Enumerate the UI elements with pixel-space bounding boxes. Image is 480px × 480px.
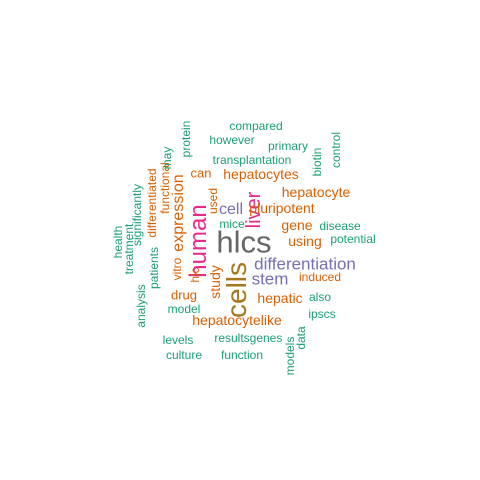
word-also: also <box>308 290 332 304</box>
word-hepatocytelike: hepatocytelike <box>192 312 282 328</box>
word-model: model <box>167 302 201 316</box>
word-primary: primary <box>267 139 309 153</box>
word-protein: protein <box>179 120 193 158</box>
word-vitro: vitro <box>170 257 184 281</box>
word-may: may <box>160 146 174 170</box>
word-potential: potential <box>330 232 376 246</box>
word-study: study <box>207 265 223 299</box>
word-function: function <box>220 348 264 362</box>
word-hepatic: hepatic <box>257 290 303 306</box>
word-models: models <box>283 336 297 376</box>
word-results: results <box>214 331 250 345</box>
word-differentiation: differentiation <box>254 254 356 274</box>
word-levels: levels <box>162 333 194 347</box>
word-disease: disease <box>319 219 361 233</box>
word-expression: expression <box>170 174 187 252</box>
word-treatment: treatment <box>122 223 136 275</box>
word-patients: patients <box>147 246 161 290</box>
word-induced: induced <box>298 270 342 284</box>
word-ipscs: ipscs <box>308 307 336 321</box>
word-however: however <box>209 133 255 147</box>
word-cell: cell <box>218 201 244 218</box>
word-drug: drug <box>170 287 198 303</box>
word-pluripotent: pluripotent <box>249 200 315 216</box>
word-used: used <box>206 187 220 215</box>
word-culture: culture <box>165 348 203 362</box>
word-mice: mice <box>219 217 245 231</box>
word-control: control <box>329 131 343 169</box>
word-transplantation: transplantation <box>212 153 292 167</box>
word-hlcs: hlcs <box>216 224 272 260</box>
word-biotin: biotin <box>310 147 324 177</box>
word-cells: cells <box>221 261 252 319</box>
word-compared: compared <box>229 119 283 133</box>
word-using: using <box>288 233 322 249</box>
word-gene: gene <box>281 217 313 233</box>
word-genes: genes <box>249 331 283 345</box>
word-hlc: hlc <box>188 267 202 283</box>
word-hepatocytes: hepatocytes <box>223 166 299 182</box>
word-functional: functional <box>158 162 172 214</box>
word-stem: stem <box>251 269 289 289</box>
word-hepatocyte: hepatocyte <box>281 184 351 200</box>
word-differentiated: differentiated <box>145 168 159 238</box>
word-can: can <box>190 165 212 181</box>
word-analysis: analysis <box>134 284 148 328</box>
